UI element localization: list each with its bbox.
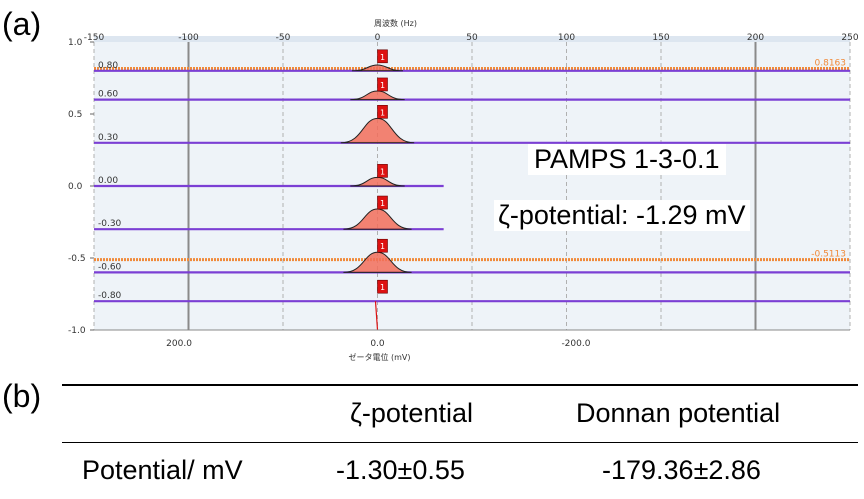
peak-marker-label-1: 1 xyxy=(380,81,385,90)
baseline-label-1: 0.60 xyxy=(98,90,118,100)
zeta-potential-chart: -150 -100 -50 0 50 100 150 200 250 周波数 (Hz) 1.0 0.5… xyxy=(68,18,859,362)
y-tick-label-2: 0.0 xyxy=(68,182,83,192)
y-tick-label-0: 1.0 xyxy=(68,38,83,48)
orange-line-label-1: -0.5113 xyxy=(811,250,846,260)
baseline-label-6: -0.80 xyxy=(98,291,122,301)
peak-marker-label-5: 1 xyxy=(380,242,385,251)
table-top-rule xyxy=(62,384,858,386)
chart-svg: -150 -100 -50 0 50 100 150 200 250 周波数 (Hz) 1.0 0.5… xyxy=(68,18,859,362)
bottom-tick-label-0: 200.0 xyxy=(166,339,192,349)
peak-marker-1 xyxy=(377,77,388,92)
table-mid-rule xyxy=(62,442,858,443)
sample-name-label: PAMPS 1-3-0.1 xyxy=(528,144,726,175)
row-label: Potential/ mV xyxy=(82,455,243,485)
y-tick-label-1: 0.5 xyxy=(68,110,82,120)
top-tick-label-1: -100 xyxy=(178,33,199,43)
y-tick-label-3: -0.5 xyxy=(68,254,86,264)
peak-marker-3 xyxy=(377,164,388,178)
top-tick-label-7: 200 xyxy=(747,33,764,43)
peak-marker-label-2: 1 xyxy=(380,108,385,117)
panel-b-label: (b) xyxy=(2,378,42,414)
top-tick-label-3: 0 xyxy=(375,33,381,43)
top-axis-band xyxy=(94,36,850,42)
peak-marker-label-3: 1 xyxy=(380,167,385,176)
zeta-value-label: ζ-potential: -1.29 mV xyxy=(494,200,750,231)
panel-a-label: (a) xyxy=(2,6,42,42)
top-tick-label-2: -50 xyxy=(276,33,291,43)
x-axis-title: ゼータ電位 (mV) xyxy=(348,352,410,362)
orange-line-label-0: 0.8163 xyxy=(815,58,847,68)
baseline-label-3: 0.00 xyxy=(98,176,118,186)
top-tick-label-8: 250 xyxy=(841,33,858,43)
peak-marker-4 xyxy=(377,195,388,210)
top-tick-label-4: 50 xyxy=(466,33,478,43)
peak-marker-label-6: 1 xyxy=(380,283,385,292)
top-tick-label-5: 100 xyxy=(558,33,575,43)
peak-marker-0 xyxy=(377,49,388,64)
baseline-label-0: 0.80 xyxy=(98,61,118,71)
peak-marker-label-4: 1 xyxy=(380,199,385,208)
peak-marker-5 xyxy=(377,238,388,253)
baseline-label-2: 0.30 xyxy=(98,133,118,143)
bottom-tick-label-2: -200.0 xyxy=(561,339,590,349)
top-axis-title: 周波数 (Hz) xyxy=(374,18,417,28)
top-tick-label-0: -150 xyxy=(84,33,105,43)
peak-marker-label-0: 1 xyxy=(380,53,385,62)
potential-table: ζ-potential Donnan potential Potential/ … xyxy=(62,380,858,499)
header-zeta: ζ-potential xyxy=(350,398,473,428)
baseline-label-4: -0.30 xyxy=(98,219,122,229)
peak-marker-6 xyxy=(377,279,388,294)
peak-marker-2 xyxy=(377,105,388,119)
bottom-tick-label-1: 0.0 xyxy=(370,339,385,349)
header-donnan: Donnan potential xyxy=(576,398,781,428)
top-tick-label-6: 150 xyxy=(652,33,669,43)
donnan-value: -179.36±2.86 xyxy=(602,455,761,485)
zeta-value: -1.30±0.55 xyxy=(336,455,465,485)
baseline-label-5: -0.60 xyxy=(98,262,122,272)
peak-0 xyxy=(352,64,403,72)
zero-trace xyxy=(374,301,379,331)
y-tick-label-4: -1.0 xyxy=(68,326,86,336)
